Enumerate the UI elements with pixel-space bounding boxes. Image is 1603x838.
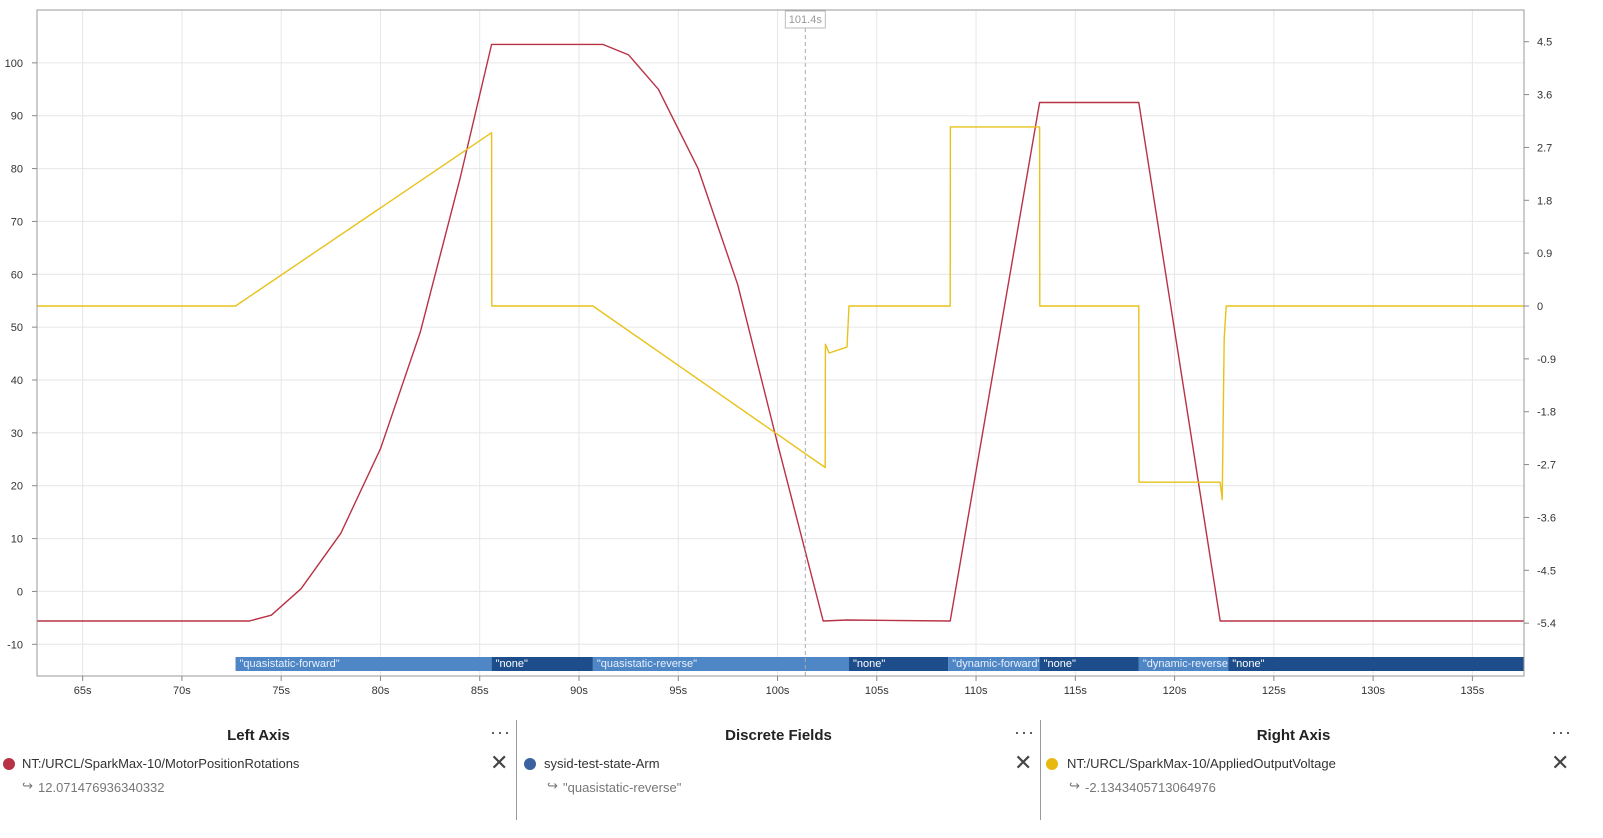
field-name: NT:/URCL/SparkMax-10/AppliedOutputVoltag… [1067,756,1336,771]
x-tick-label: 100s [766,685,790,697]
discrete-segment [235,657,492,671]
left-tick-label: 0 [17,586,23,598]
x-tick-label: 130s [1361,685,1385,697]
field-value: -2.1343405713064976 [1085,780,1216,795]
right-tick-label: 0.9 [1537,248,1552,260]
discrete-fields-panel: Discrete Fields ··· sysid-test-state-Arm… [517,720,1040,830]
remove-field-icon[interactable]: ✕ [1551,751,1570,776]
left-tick-label: 20 [11,481,23,493]
discrete-segment-label: "dynamic-forward" [952,658,1041,670]
right-tick-label: 2.7 [1537,142,1552,154]
x-tick-label: 70s [173,685,191,697]
left-tick-label: 70 [11,216,23,228]
left-tick-label: 10 [11,534,23,546]
x-tick-label: 80s [372,685,390,697]
left-axis-field[interactable]: NT:/URCL/SparkMax-10/MotorPositionRotati… [0,756,517,774]
field-name: NT:/URCL/SparkMax-10/MotorPositionRotati… [22,756,300,771]
discrete-segment-label: "none" [1232,658,1264,670]
field-value: "quasistatic-reverse" [563,780,682,795]
discrete-segment [948,657,1040,671]
discrete-segment-label: "none" [496,658,528,670]
right-tick-label: 3.6 [1537,90,1552,102]
cursor-label: 101.4s [789,14,823,26]
x-tick-label: 120s [1163,685,1187,697]
series-motor-position-rotations [37,43,1524,622]
right-tick-label: -5.4 [1537,618,1556,630]
left-tick-label: 30 [11,428,23,440]
x-tick-label: 115s [1064,685,1088,697]
time-cursor: 101.4s [784,10,826,676]
right-axis-title: Right Axis [1256,727,1331,744]
series-color-dot [3,758,15,770]
x-tick-label: 110s [965,685,989,697]
x-tick-label: 95s [669,685,687,697]
right-tick-label: -4.5 [1537,565,1556,577]
x-tick-label: 105s [865,685,889,697]
discrete-segment-label: "quasistatic-forward" [240,658,340,670]
grid [37,10,1524,676]
panel-divider [516,720,517,820]
left-tick-label: 90 [11,111,23,123]
panel-divider [1040,720,1041,820]
right-tick-label: -3.6 [1537,512,1556,524]
left-tick-label: 60 [11,269,23,281]
field-name: sysid-test-state-Arm [544,756,660,771]
cursor-label-box [784,10,826,29]
left-tick-label: 50 [11,322,23,334]
left-axis-title: Left Axis [227,727,290,744]
field-value: 12.071476936340332 [38,780,165,795]
x-tick-label: 85s [471,685,489,697]
x-tick-label: 90s [570,685,588,697]
discrete-segment [592,657,849,671]
remove-field-icon[interactable]: ✕ [1014,751,1033,776]
discrete-segment-label: "none" [853,658,885,670]
series-color-dot [1046,758,1058,770]
right-tick-label: 1.8 [1537,195,1552,207]
discrete-segment [1138,657,1229,671]
left-tick-label: 100 [5,58,23,70]
x-tick-label: 125s [1262,685,1286,697]
left-axis-menu-button[interactable]: ··· [490,722,511,742]
right-axis-field[interactable]: NT:/URCL/SparkMax-10/AppliedOutputVoltag… [1041,756,1603,774]
right-axis-menu-button[interactable]: ··· [1551,722,1572,742]
series-applied-output-voltage [37,126,1524,501]
x-axis: 65s 70s 75s 80s 85s 90s 95s 100s 105s 110s 115s 120… [74,676,1485,697]
x-tick-label: 75s [272,685,290,697]
x-tick-label: 135s [1460,685,1484,697]
left-tick-label: 40 [11,375,23,387]
right-tick-label: -0.9 [1537,354,1556,366]
discrete-field[interactable]: sysid-test-state-Arm [517,756,1040,774]
right-axis: 4.5 3.6 2.7 1.8 0.9 0 -0.9 -1.8 -2.7 -3.6 -4.5 -5.4 [1524,37,1556,630]
plot-frame [36,9,1525,677]
x-tick-label: 65s [74,685,92,697]
value-arrow-icon: ↪ [1069,778,1080,793]
line-chart[interactable]: "quasistatic-forward" "none" "quasistatic-… [0,0,1603,720]
discrete-segment [848,657,949,671]
discrete-segment-label: "quasistatic-reverse" [597,658,697,670]
series-color-dot [524,758,536,770]
value-arrow-icon: ↪ [22,778,33,793]
discrete-segment [491,657,593,671]
right-tick-label: 4.5 [1537,37,1552,49]
discrete-segment-label: "dynamic-reverse" [1143,658,1232,670]
remove-field-icon[interactable]: ✕ [490,751,509,776]
discrete-segment-label: "none" [1044,658,1076,670]
right-axis-panel: Right Axis ··· NT:/URCL/SparkMax-10/Appl… [1041,720,1603,830]
right-tick-label: -1.8 [1537,407,1556,419]
left-tick-label: -10 [7,639,23,651]
discrete-fields-menu-button[interactable]: ··· [1014,722,1035,742]
discrete-segment [1039,657,1139,671]
right-tick-label: -2.7 [1537,460,1556,472]
series-layer [37,43,1524,622]
left-tick-label: 80 [11,164,23,176]
left-axis-panel: Left Axis ··· NT:/URCL/SparkMax-10/Motor… [0,720,517,830]
discrete-fields-title: Discrete Fields [725,727,832,744]
discrete-segment [1228,657,1524,671]
value-arrow-icon: ↪ [547,778,558,793]
discrete-field-bar: "quasistatic-forward" "none" "quasistatic-… [235,657,1524,671]
right-tick-label: 0 [1537,301,1543,313]
